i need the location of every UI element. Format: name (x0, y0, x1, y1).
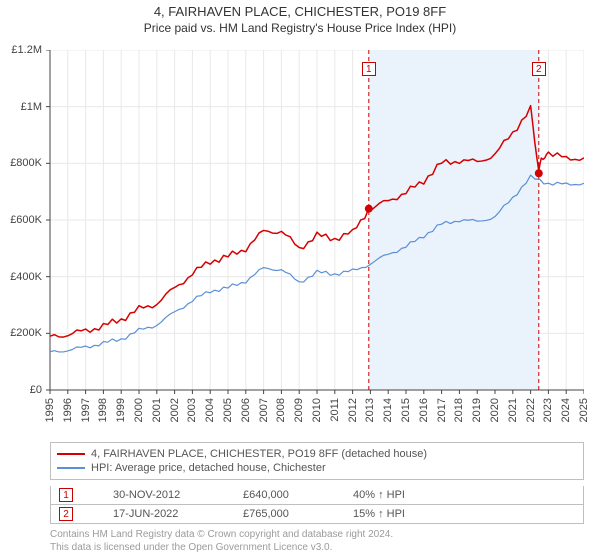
x-tick-label: 2021 (507, 398, 519, 422)
y-tick-label: £1.2M (11, 44, 42, 56)
y-tick-label: £1M (21, 101, 42, 113)
x-tick-label: 2010 (311, 398, 323, 422)
transaction-price: £640,000 (243, 489, 323, 501)
x-tick-label: 2015 (400, 398, 412, 422)
y-tick-label: £0 (30, 384, 42, 396)
x-tick-label: 2022 (525, 398, 537, 422)
x-tick-label: 1999 (115, 398, 127, 422)
x-tick-label: 1997 (80, 398, 92, 422)
chart-marker-badge: 2 (532, 62, 546, 76)
transaction-badge: 1 (59, 488, 73, 502)
transaction-table: 1 30-NOV-2012 £640,000 40% ↑ HPI 2 17-JUN-202… (50, 486, 584, 524)
x-tick-label: 2007 (258, 398, 270, 422)
x-tick-label: 2025 (578, 398, 590, 422)
chart-title: 4, FAIRHAVEN PLACE, CHICHESTER, PO19 8FF (0, 4, 600, 19)
legend-swatch (57, 453, 85, 455)
x-tick-label: 2019 (471, 398, 483, 422)
x-tick-label: 2017 (436, 398, 448, 422)
x-axis-labels: 1995199619971998199920002001200220032004… (50, 394, 584, 444)
x-tick-label: 2023 (542, 398, 554, 422)
y-tick-label: £200K (10, 327, 42, 339)
x-tick-label: 2009 (293, 398, 305, 422)
x-tick-label: 2011 (329, 398, 341, 422)
x-tick-label: 2020 (489, 398, 501, 422)
y-tick-label: £400K (10, 271, 42, 283)
x-tick-label: 2013 (364, 398, 376, 422)
x-tick-label: 2008 (275, 398, 287, 422)
y-tick-label: £800K (10, 157, 42, 169)
x-tick-label: 2024 (560, 398, 572, 422)
attribution-line2: This data is licensed under the Open Gov… (50, 541, 584, 554)
legend-label: 4, FAIRHAVEN PLACE, CHICHESTER, PO19 8FF… (91, 448, 427, 460)
legend-swatch (57, 467, 85, 469)
x-tick-label: 2000 (133, 398, 145, 422)
x-tick-label: 2018 (453, 398, 465, 422)
chart-subtitle: Price paid vs. HM Land Registry's House … (0, 21, 600, 35)
legend-item: 4, FAIRHAVEN PLACE, CHICHESTER, PO19 8FF… (57, 447, 577, 461)
legend-label: HPI: Average price, detached house, Chic… (91, 462, 326, 474)
chart-plot-area: 12 (50, 50, 584, 390)
x-tick-label: 1996 (62, 398, 74, 422)
x-tick-label: 2002 (169, 398, 181, 422)
y-tick-label: £600K (10, 214, 42, 226)
y-axis-labels: £0£200K£400K£600K£800K£1M£1.2M (0, 50, 46, 390)
x-tick-label: 2005 (222, 398, 234, 422)
attribution-text: Contains HM Land Registry data © Crown c… (50, 528, 584, 554)
transaction-date: 17-JUN-2022 (113, 508, 213, 520)
x-tick-label: 2014 (382, 398, 394, 422)
transaction-row: 2 17-JUN-2022 £765,000 15% ↑ HPI (51, 505, 583, 524)
transaction-pct: 15% ↑ HPI (353, 508, 453, 520)
x-tick-label: 1998 (97, 398, 109, 422)
chart-title-block: 4, FAIRHAVEN PLACE, CHICHESTER, PO19 8FF… (0, 0, 600, 35)
x-tick-label: 2001 (151, 398, 163, 422)
transaction-badge: 2 (59, 507, 73, 521)
x-tick-label: 2004 (204, 398, 216, 422)
legend: 4, FAIRHAVEN PLACE, CHICHESTER, PO19 8FF… (50, 442, 584, 480)
legend-item: HPI: Average price, detached house, Chic… (57, 461, 577, 475)
transaction-price: £765,000 (243, 508, 323, 520)
x-tick-label: 2016 (418, 398, 430, 422)
x-tick-label: 2003 (186, 398, 198, 422)
attribution-line1: Contains HM Land Registry data © Crown c… (50, 528, 584, 541)
chart-marker-badge: 1 (362, 62, 376, 76)
x-tick-label: 2012 (347, 398, 359, 422)
transaction-date: 30-NOV-2012 (113, 489, 213, 501)
x-tick-label: 2006 (240, 398, 252, 422)
transaction-pct: 40% ↑ HPI (353, 489, 453, 501)
x-tick-label: 1995 (44, 398, 56, 422)
transaction-row: 1 30-NOV-2012 £640,000 40% ↑ HPI (51, 486, 583, 505)
